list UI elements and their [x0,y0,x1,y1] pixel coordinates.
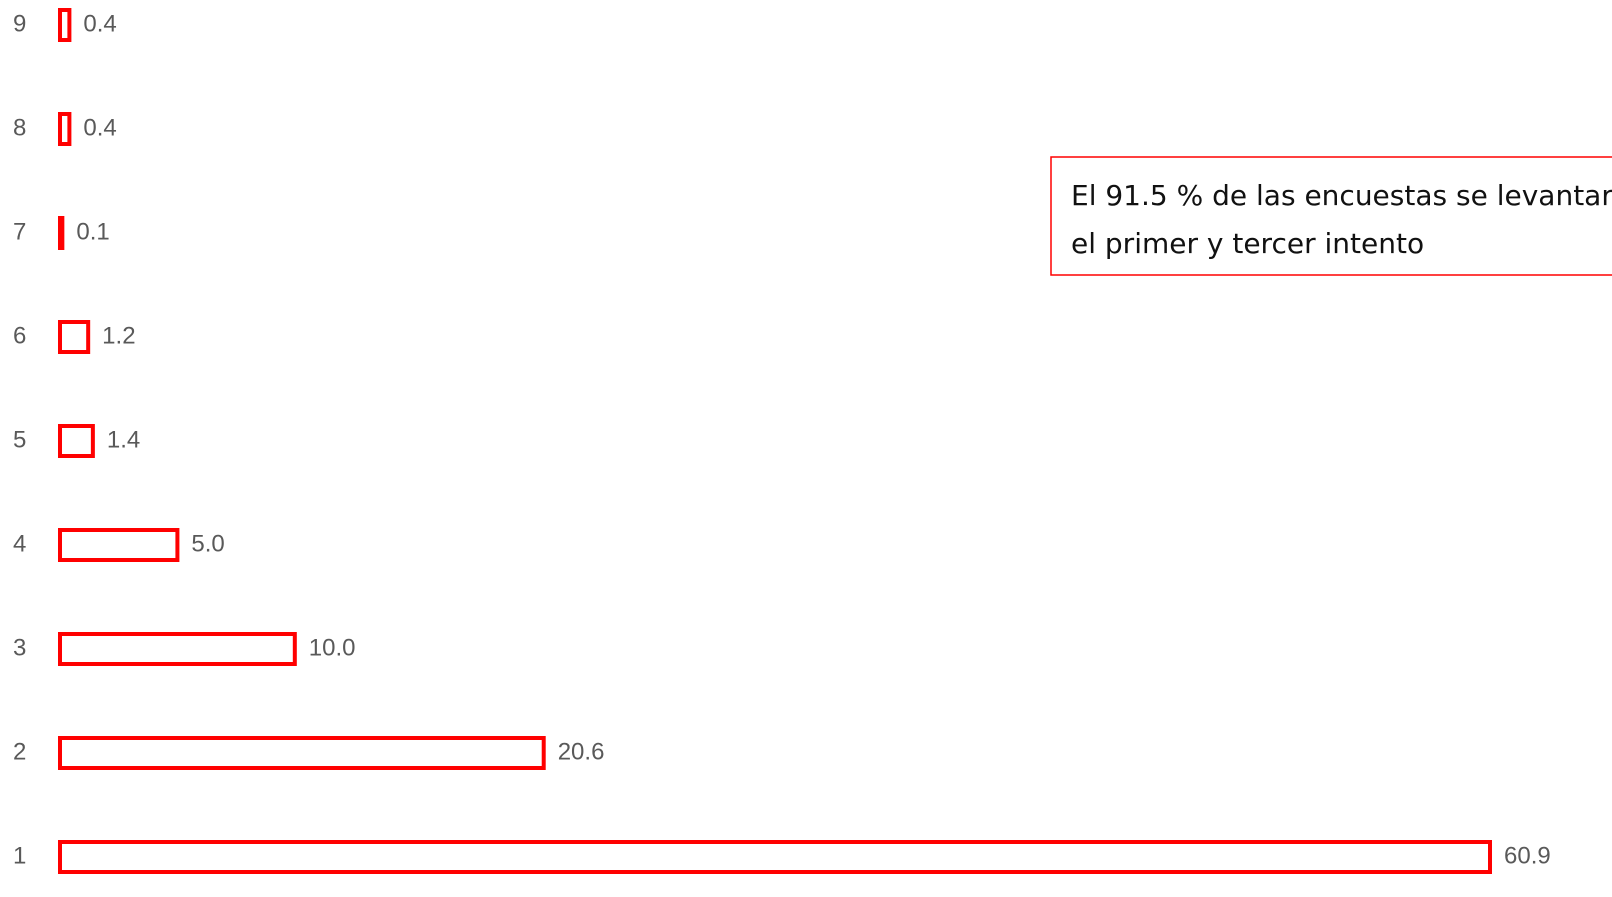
category-label: 2 [13,738,26,765]
value-label: 20.6 [558,738,605,765]
bar [58,424,95,458]
bar [58,736,546,770]
category-label: 5 [13,426,26,453]
bar [58,632,297,666]
category-label: 9 [13,10,26,37]
category-label: 3 [13,634,26,661]
bar [58,112,72,146]
category-label: 8 [13,114,26,141]
category-label: 1 [13,842,26,869]
category-label: 6 [13,322,26,349]
bar [58,320,91,354]
value-label: 5.0 [191,530,224,557]
bar [58,840,1492,874]
value-label: 0.4 [83,114,116,141]
value-label: 1.2 [102,322,135,349]
value-label: 10.0 [309,634,356,661]
bar [58,216,65,250]
annotation-text: el primer y tercer intento [1071,227,1424,260]
bar [58,8,72,42]
value-label: 1.4 [107,426,140,453]
bar [58,528,180,562]
value-label: 0.1 [76,218,109,245]
category-label: 4 [13,530,26,557]
annotation-box [1050,156,1612,276]
value-label: 60.9 [1504,842,1551,869]
category-label: 7 [13,218,26,245]
value-label: 0.4 [83,10,116,37]
annotation-text: El 91.5 % de las encuestas se levantar [1071,179,1612,212]
